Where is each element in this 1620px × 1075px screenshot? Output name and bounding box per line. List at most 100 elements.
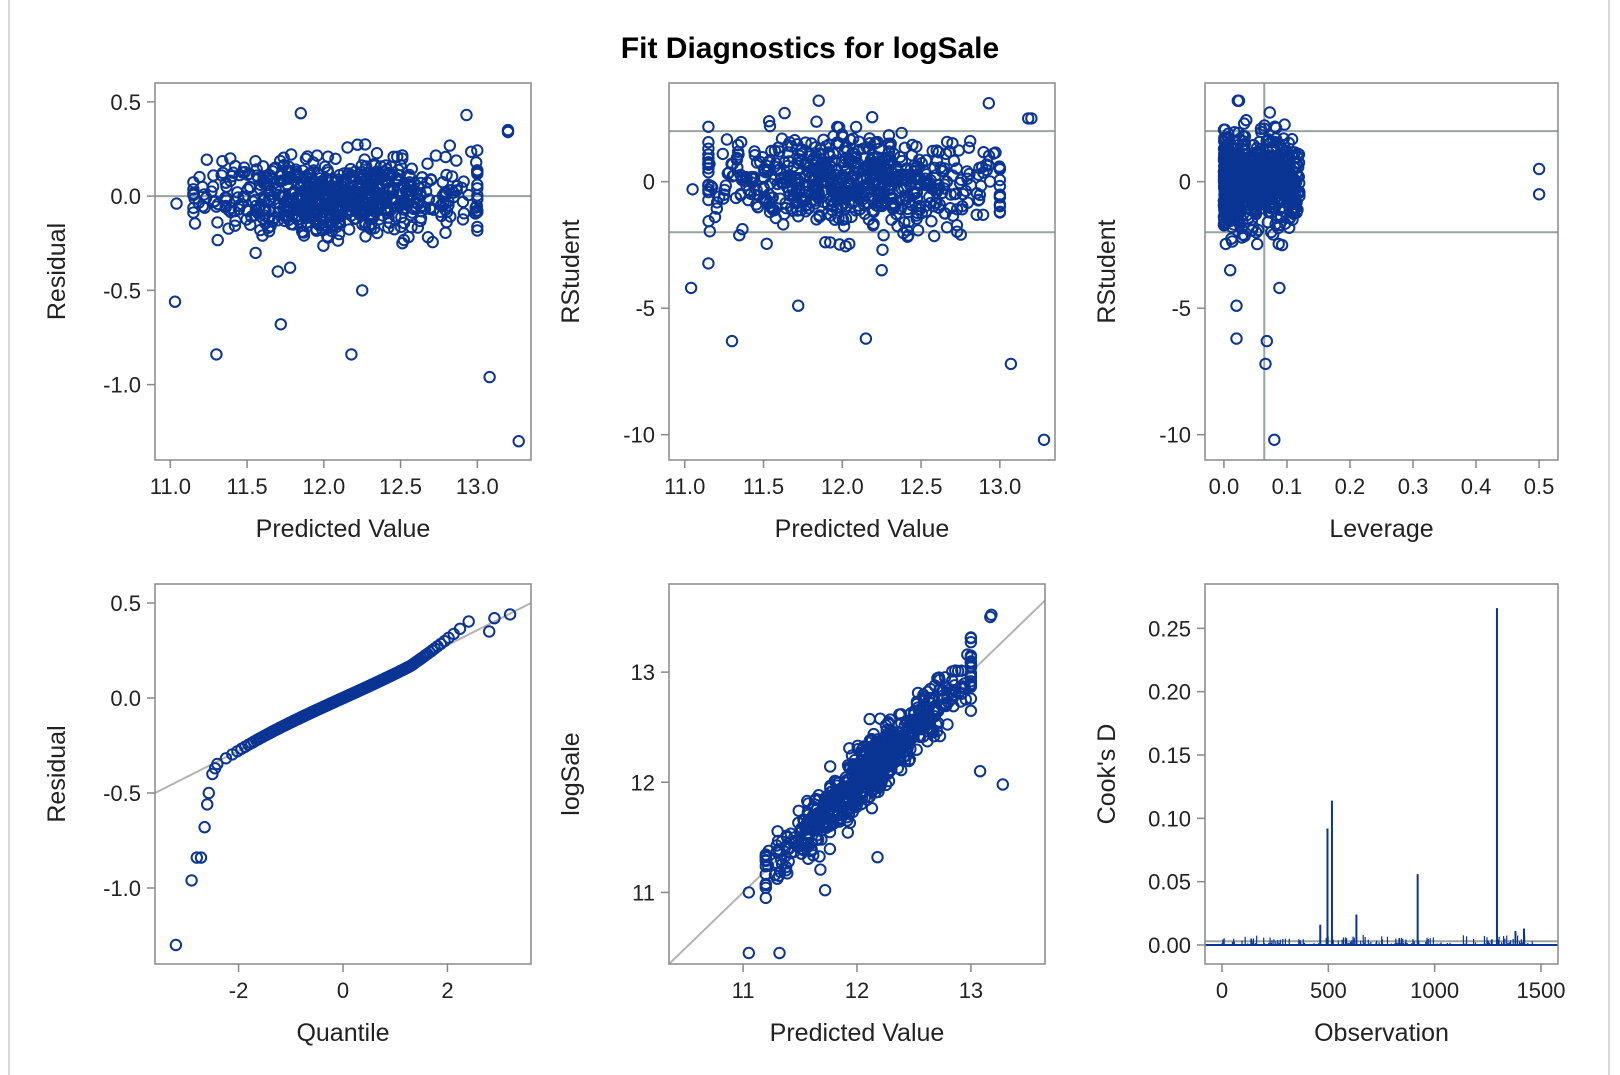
data-point <box>792 299 805 312</box>
data-point <box>307 164 320 177</box>
data-point <box>993 173 1007 187</box>
data-point <box>823 150 836 163</box>
data-point <box>779 864 793 877</box>
data-point <box>370 147 384 160</box>
data-point <box>972 194 985 207</box>
data-point <box>911 206 924 220</box>
data-point <box>321 166 335 179</box>
data-point <box>412 197 425 211</box>
data-point <box>868 782 881 795</box>
data-point <box>1243 183 1256 196</box>
y-axis-label: Cook's D <box>1093 724 1121 825</box>
plot-cooks-d: 0 500 1000 1500 0.25 0.20 0.15 0.10 0.05 0.00 Obse… <box>1093 583 1565 1047</box>
x-tick-label: 12.0 <box>302 474 345 499</box>
data-point <box>964 631 978 645</box>
data-point <box>462 615 475 628</box>
data-point <box>1218 203 1231 217</box>
x-tick-label: 0 <box>337 978 349 1003</box>
data-point <box>983 175 997 188</box>
data-point <box>930 154 944 168</box>
data-point <box>198 821 211 834</box>
data-point <box>871 135 884 149</box>
data-point <box>807 849 820 862</box>
data-point <box>210 348 223 361</box>
data-point <box>202 786 216 800</box>
data-point <box>1225 220 1239 234</box>
data-point <box>1252 223 1265 237</box>
data-point <box>895 174 908 187</box>
data-point <box>730 151 744 165</box>
data-point <box>250 163 263 176</box>
data-point <box>235 197 248 211</box>
data-point <box>283 261 297 274</box>
data-point <box>1230 299 1243 312</box>
data-point <box>1268 433 1281 446</box>
data-point <box>311 207 324 220</box>
data-point <box>837 220 851 233</box>
data-point <box>329 152 342 166</box>
data-point <box>1245 213 1259 226</box>
marks-residual-vs-predicted <box>168 107 525 448</box>
data-point <box>440 168 453 182</box>
plot-frame <box>154 583 532 965</box>
data-point <box>980 163 993 177</box>
data-point <box>861 793 874 807</box>
data-point <box>1230 332 1243 345</box>
data-point <box>839 141 852 154</box>
data-point <box>973 765 987 778</box>
data-point <box>759 860 772 873</box>
data-point <box>937 691 951 704</box>
marks-cooks-d <box>1205 608 1558 946</box>
data-point <box>805 137 818 150</box>
data-point <box>1021 112 1035 125</box>
data-point <box>1258 122 1271 135</box>
data-point <box>465 145 478 159</box>
data-point <box>735 135 748 149</box>
data-point <box>229 214 242 227</box>
data-point <box>471 144 484 157</box>
data-point <box>1218 131 1231 145</box>
data-point <box>331 234 345 247</box>
data-point <box>345 348 358 361</box>
data-point <box>926 144 939 158</box>
data-point <box>396 152 409 165</box>
data-point <box>849 204 862 217</box>
data-point <box>208 194 221 208</box>
data-point <box>358 153 371 166</box>
data-point <box>800 156 813 170</box>
data-point <box>762 155 775 169</box>
data-point <box>702 158 715 171</box>
data-point <box>802 813 815 826</box>
data-point <box>231 191 245 204</box>
data-point <box>814 143 828 156</box>
data-point <box>229 159 242 173</box>
data-point <box>325 201 338 215</box>
data-point <box>759 891 772 905</box>
data-point <box>760 237 773 251</box>
data-point <box>1285 205 1298 219</box>
data-point <box>254 223 267 237</box>
y-tick-label: 0.10 <box>1148 806 1191 831</box>
data-point <box>219 752 233 765</box>
x-axis-label: Predicted Value <box>256 515 431 543</box>
data-point <box>274 154 287 168</box>
data-point <box>816 175 829 189</box>
data-point <box>856 754 870 767</box>
data-point <box>832 813 845 827</box>
data-point <box>892 752 906 765</box>
data-point <box>765 144 778 158</box>
data-point <box>684 281 698 295</box>
data-point <box>359 219 372 232</box>
data-point <box>257 170 270 183</box>
data-point <box>211 233 224 247</box>
x-tick-label: 13 <box>959 978 983 1003</box>
plot-rstudent-vs-predicted: 11.0 11.5 12.0 12.5 13.0 0 -5 -10 Predicted Valu… <box>557 82 1056 543</box>
data-point <box>333 208 347 222</box>
data-point <box>439 197 452 210</box>
x-tick-label: 11.5 <box>226 474 267 499</box>
data-point <box>872 163 885 176</box>
x-tick-label: 0.4 <box>1461 474 1492 499</box>
data-point <box>801 806 814 819</box>
x-axis-label: Leverage <box>1329 515 1433 543</box>
data-point <box>702 120 715 134</box>
